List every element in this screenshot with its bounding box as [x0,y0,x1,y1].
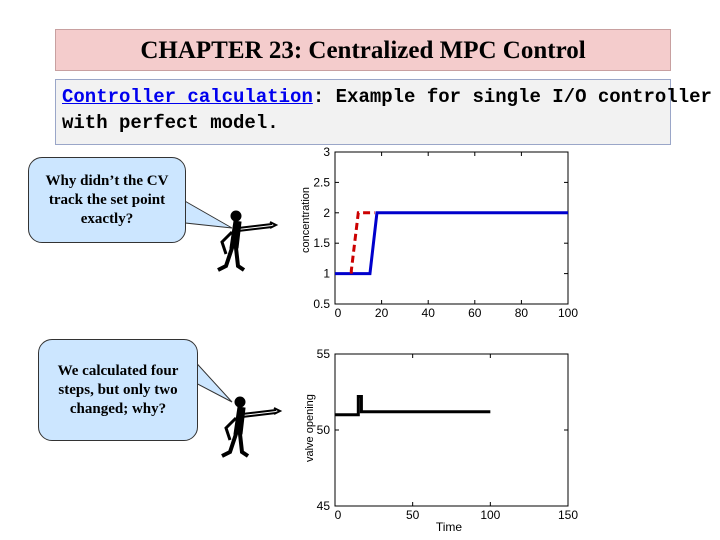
pointing-figure-icon [221,396,283,458]
series-line [349,211,375,274]
y-tick-labels: 45 50 55 [317,347,331,513]
x-tick-label: 60 [468,306,482,320]
y-tick-label: 2 [323,206,330,220]
plot-frame [334,151,569,305]
subtitle-text: : Example for single I/O controller [312,86,712,108]
y-axis-label: concentration [300,187,312,253]
y-tick-label: 0.5 [313,297,330,311]
series-line [335,395,491,417]
y-tick-label: 2.5 [313,175,330,189]
y-axis-label: valve opening [304,394,316,462]
x-tick-labels: 0 50 100 150 [335,508,579,522]
x-tick-label: 0 [335,306,342,320]
speech-bubble-top: Why didn’t the CV track the set point ex… [28,157,186,243]
y-tick-label: 1.5 [313,236,330,250]
pointing-figure-icon [217,210,279,272]
x-tick-label: 100 [558,306,578,320]
speech-bubble-bottom: We calculated four steps, but only two c… [38,339,198,441]
y-tick-label: 55 [317,347,331,361]
y-tick-label: 3 [323,145,330,159]
y-tick-label: 45 [317,499,331,513]
x-tick-label: 150 [558,508,578,522]
x-tick-label: 20 [375,306,389,320]
series-line [335,211,568,276]
subtitle-line-2: with perfect model. [62,112,279,134]
x-tick-label: 40 [422,306,436,320]
data-series [335,395,491,417]
data-series [335,211,568,276]
bubble-text: We calculated four steps, but only two c… [57,362,179,417]
x-tick-labels: 0 20 40 60 80 100 [335,306,579,320]
x-tick-label: 100 [480,508,500,522]
y-tick-labels: 0.5 1 1.5 2 2.5 3 [313,145,330,311]
bubble-text: Why didn’t the CV track the set point ex… [45,172,169,227]
valve-opening-chart: 0 50 100 150 45 50 55 valve opening Time [304,347,578,534]
x-tick-label: 80 [515,306,529,320]
slide-title-box: CHAPTER 23: Centralized MPC Control [55,29,671,71]
x-axis-label: Time [436,520,463,534]
tick-marks [334,151,569,305]
x-tick-label: 50 [406,508,420,522]
plot-frame [334,353,569,507]
subtitle-line-1: Controller calculation: Example for sing… [62,84,712,110]
subtitle-box: Controller calculation: Example for sing… [55,79,712,145]
y-tick-label: 50 [317,423,331,437]
concentration-chart: 0 20 40 60 80 100 0.5 1 1.5 2 2.5 3 concentration [300,145,578,320]
y-tick-label: 1 [323,267,330,281]
slide-title: CHAPTER 23: Centralized MPC Control [140,37,586,64]
tick-marks [334,353,569,507]
subtitle-link[interactable]: Controller calculation [62,86,313,108]
x-tick-label: 0 [335,508,342,522]
